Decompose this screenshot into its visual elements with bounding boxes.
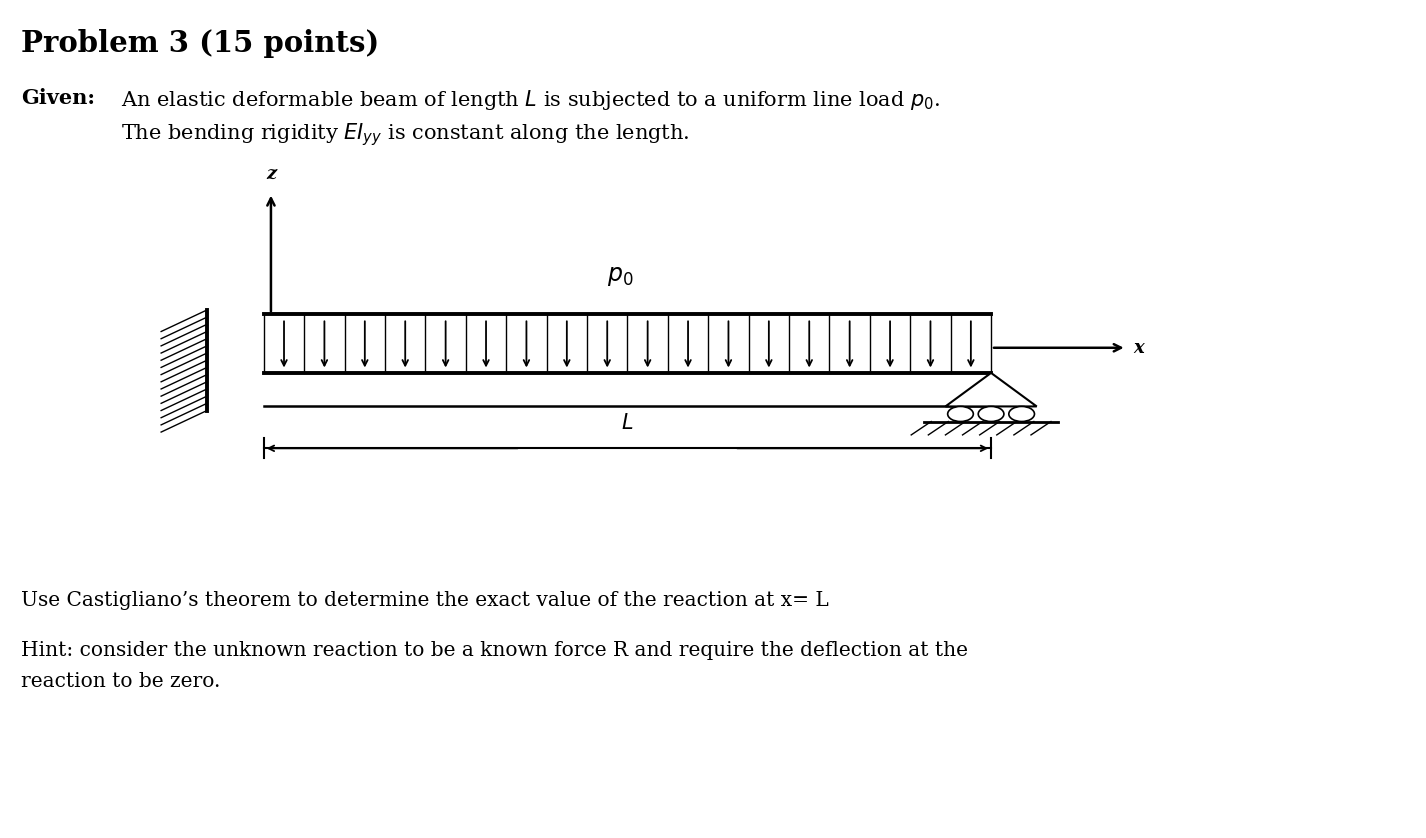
Text: $\boldsymbol{p_0}$: $\boldsymbol{p_0}$	[607, 265, 633, 288]
Circle shape	[948, 406, 974, 422]
Text: Problem 3 (15 points): Problem 3 (15 points)	[21, 29, 379, 59]
Text: Hint: consider the unknown reaction to be a known force R and require the deflec: Hint: consider the unknown reaction to b…	[21, 641, 968, 660]
Text: $L$: $L$	[622, 413, 633, 433]
Polygon shape	[945, 373, 1037, 406]
Text: The bending rigidity $EI_{yy}$ is constant along the length.: The bending rigidity $EI_{yy}$ is consta…	[121, 122, 690, 148]
Circle shape	[1008, 406, 1034, 422]
Text: An elastic deformable beam of length $L$ is subjected to a uniform line load $p_: An elastic deformable beam of length $L$…	[121, 88, 941, 112]
Text: Use Castigliano’s theorem to determine the exact value of the reaction at x= L: Use Castigliano’s theorem to determine t…	[21, 591, 829, 610]
Circle shape	[978, 406, 1004, 422]
Text: Given:: Given:	[21, 88, 96, 108]
Text: z: z	[265, 165, 277, 183]
Text: reaction to be zero.: reaction to be zero.	[21, 672, 221, 691]
Text: x: x	[1134, 339, 1145, 357]
